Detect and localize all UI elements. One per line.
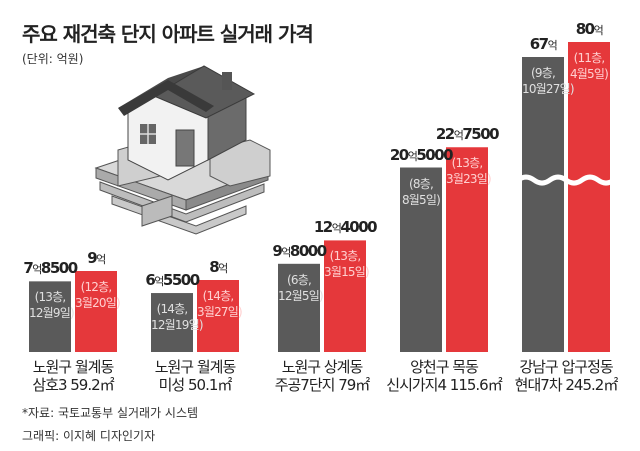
category-district: 노원구 월계동 [154,358,237,376]
bar-note-floor: (13층, [451,156,484,171]
category-complex: 삼호3 59.2㎡ [32,376,114,394]
bar-note-floor: (8층, [409,176,434,191]
value-number: 6 [145,271,155,290]
unit-label: (단위: 억원) [22,52,84,66]
axis-break-mark [516,174,616,186]
bar-note: (11층, 4월5일) [568,50,610,82]
value-tail: 5000 [416,145,453,164]
bar-old-4 [522,57,564,352]
value-label: 12억4000 [304,218,386,236]
bar-note: (12층, 3월20일) [75,279,121,311]
value-unit: 억 [331,222,342,236]
bar-note-date: 3월27일) [197,305,243,319]
value-unit: 억 [453,129,464,143]
bar-old-0 [29,281,71,352]
value-label: 6억5500 [131,271,213,289]
category-complex: 주공7단지 79㎡ [274,376,371,394]
category-label: 노원구 상계동 주공7단지 79㎡ [257,358,387,394]
bar-new-2 [324,240,366,352]
value-unit: 억 [32,263,42,277]
bar-note-date: 8월5일) [401,192,441,207]
value-tail: 7500 [462,125,499,144]
bar-note-date: 3월15일) [324,265,370,280]
value-number: 7 [23,259,33,278]
value-label: 9억8000 [258,242,340,260]
bar-note: (14층, 3월27일) [197,288,243,320]
bar-old-1 [151,293,193,352]
bar-note-date: 3월20일) [75,296,121,310]
value-number: 22 [435,125,455,144]
value-number: 9 [87,249,97,267]
house-icon [118,65,256,181]
category-district: 강남구 압구정동 [519,358,613,376]
bar-note-floor: (13층, [34,290,67,305]
value-unit: 억 [281,245,291,259]
bar-new-1 [197,280,239,352]
bar-note-floor: (6층, [287,272,312,287]
value-label: 8억 [177,258,259,276]
bar-new-0 [75,271,117,352]
category-district: 양천구 목동 [410,358,479,376]
value-label: 9억 [55,249,137,267]
value-unit: 억 [547,39,558,52]
value-number: 8 [209,258,219,276]
bar-old-2 [278,263,320,352]
value-label: 80억 [548,20,630,38]
bar-note-floor: (14층, [156,302,189,317]
value-tail: 4000 [340,218,377,237]
bar-note: (13층, 3월15일) [324,248,370,280]
value-number: 67 [529,35,549,53]
category-district: 노원구 상계동 [281,358,364,376]
value-tail: 8000 [289,241,327,260]
bar-note-date: 12월19일) [151,318,204,333]
bar-note-floor: (9층, [531,66,556,80]
bar-note-floor: (12층, [80,280,113,294]
bar-note-floor: (14층, [202,289,235,303]
bar-note: (6층, 12월5일) [278,272,324,304]
bar-note: (13층, 12월9일) [29,289,75,321]
bar-note-date: 10월27일) [522,82,575,96]
value-number: 80 [575,20,595,38]
chart-title: 주요 재건축 단지 아파트 실거래 가격 [22,22,314,46]
bar-note: (13층, 3월23일) [446,155,492,187]
value-label: 7억8500 [9,259,91,277]
category-complex: 신시가지4 115.6㎡ [386,376,502,394]
bar-note-date: 12월9일) [29,306,75,321]
bar-note-floor: (11층, [573,51,606,65]
category-complex: 미성 50.1㎡ [158,376,233,394]
value-unit: 억 [593,24,604,37]
value-unit: 억 [96,253,106,266]
bar-note-date: 3월23일) [446,172,492,187]
value-label: 22억7500 [426,125,508,143]
bar-note: (8층, 8월5일) [400,176,442,208]
category-label: 노원구 월계동 미성 50.1㎡ [130,358,260,394]
category-label: 노원구 월계동 삼호3 59.2㎡ [8,358,138,394]
house-on-money-illustration [94,65,271,235]
value-tail: 5500 [162,271,200,290]
bar-old-3 [400,167,442,352]
value-number: 9 [272,241,282,260]
bar-note-date: 12월5일) [278,288,324,303]
category-label: 강남구 압구정동 현대7차 245.2㎡ [501,358,631,394]
bar-note: (9층, 10월27일) [522,65,575,97]
value-unit: 억 [218,262,228,275]
value-label: 20억5000 [380,146,462,164]
bar-new-3 [446,147,488,352]
value-number: 12 [313,218,333,237]
category-label: 양천구 목동 신시가지4 115.6㎡ [379,358,509,394]
bar-note-floor: (13층, [329,249,362,264]
value-label: 67억 [502,35,584,53]
source-note: *자료: 국토교통부 실거래가 시스템 [22,406,199,420]
category-complex: 현대7차 245.2㎡ [514,376,619,394]
bar-note-date: 4월5일) [569,67,609,81]
bar-new-4 [568,42,610,352]
category-district: 노원구 월계동 [32,358,115,376]
value-number: 20 [389,145,409,164]
credit-note: 그래픽: 이지혜 디자인기자 [22,429,156,443]
value-tail: 8500 [40,259,78,278]
value-unit: 억 [407,149,418,163]
bar-note: (14층, 12월19일) [151,301,204,333]
value-unit: 억 [154,275,164,289]
